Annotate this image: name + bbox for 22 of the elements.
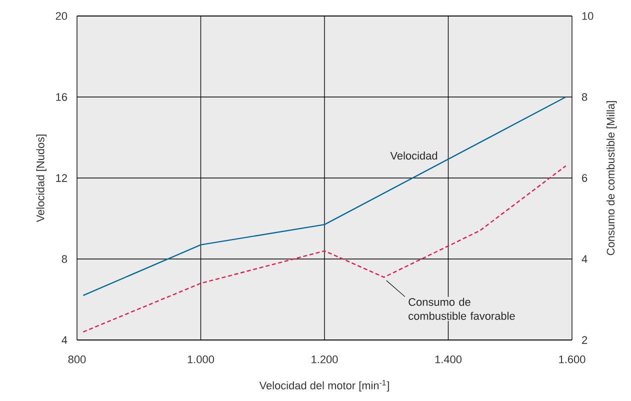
y2-tick-label: 10 <box>582 12 594 20</box>
y-axis-title: Velocidad [Nudos] <box>36 134 46 222</box>
y2-tick-label: 8 <box>582 93 588 101</box>
x-tick-label: 1.200 <box>312 355 338 364</box>
y-tick-label: 12 <box>56 174 67 182</box>
line-series <box>82 165 566 332</box>
y2-tick-label: 2 <box>582 336 588 344</box>
x-tick-label: 1.600 <box>559 355 586 364</box>
x-tick-label: 800 <box>68 355 86 364</box>
y2-axis-title: Consumo de combustible [Milla] <box>606 101 617 256</box>
text: Consumo de combustible favorable <box>408 298 515 320</box>
y2-tick-label: 4 <box>582 255 588 263</box>
series-label: Velocidad <box>390 152 438 160</box>
y-tick-label: 16 <box>56 93 68 101</box>
x-tick-label: 1.000 <box>188 355 214 364</box>
x-tick-label: 1.400 <box>435 355 462 364</box>
y-tick-label: 4 <box>62 336 68 344</box>
y2-tick-label: 6 <box>582 174 588 182</box>
y-tick-label: 20 <box>56 12 68 20</box>
x-axis-title: Velocidad del motor [min$^{-1}$] <box>259 380 389 392</box>
line-series <box>82 96 566 296</box>
y-tick-label: 8 <box>62 255 68 263</box>
